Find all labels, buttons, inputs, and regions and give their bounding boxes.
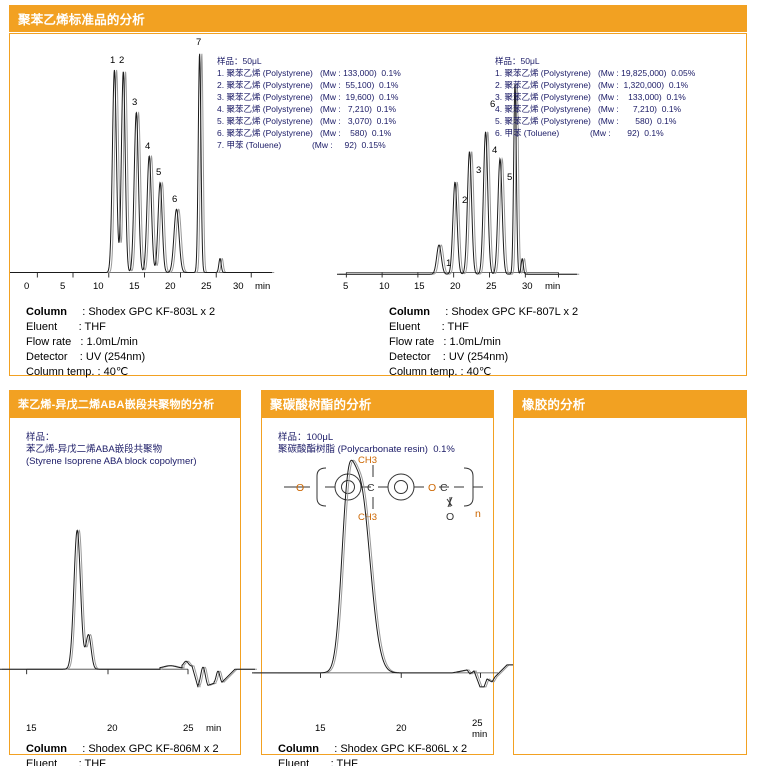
svg-text:CH3: CH3 — [358, 455, 377, 466]
